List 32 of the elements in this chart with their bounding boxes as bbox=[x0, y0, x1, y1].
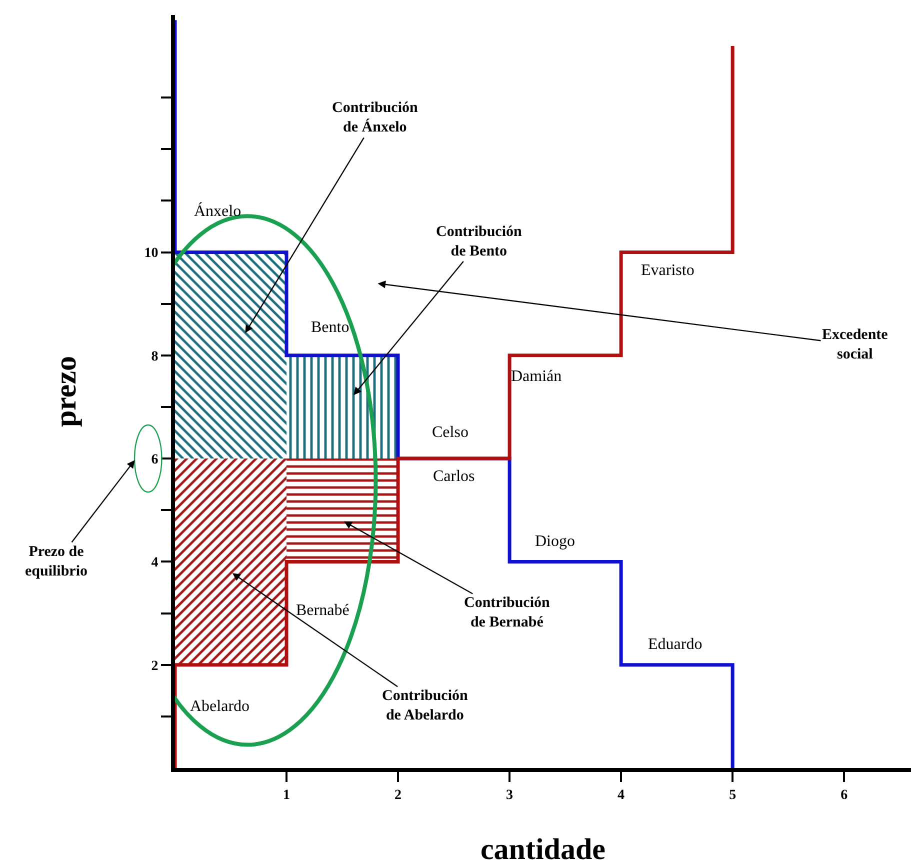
x-tick-label: 3 bbox=[506, 788, 514, 803]
annotation: Evaristo bbox=[641, 262, 694, 279]
annotation: Carlos bbox=[433, 468, 475, 485]
bar bbox=[286, 355, 398, 459]
y-tick-label: 2 bbox=[151, 658, 158, 674]
x-tick-label: 4 bbox=[618, 788, 625, 803]
annotation: Contribución de Ánxelo bbox=[332, 100, 419, 136]
y-axis-title: prezo bbox=[50, 356, 83, 428]
annotation: Abelardo bbox=[190, 698, 250, 715]
annotation: Contribución de Bento bbox=[436, 224, 523, 260]
annotation: Bento bbox=[311, 319, 350, 336]
annotation: Contribución de Abelardo bbox=[382, 688, 469, 724]
y-tick-label: 4 bbox=[151, 556, 158, 571]
y-tick-label: 10 bbox=[144, 246, 158, 262]
annotation: Ánxelo bbox=[194, 202, 242, 220]
x-tick-label: 1 bbox=[283, 788, 290, 803]
y-tick-label: 8 bbox=[151, 349, 158, 364]
annotation: Bernabé bbox=[296, 602, 350, 619]
x-tick-label: 6 bbox=[840, 788, 848, 803]
annotation: Diogo bbox=[535, 533, 575, 550]
x-axis-title: cantidade bbox=[480, 833, 606, 866]
bar bbox=[175, 252, 287, 459]
bar bbox=[175, 458, 287, 665]
annotation: Contribución de Bernabé bbox=[464, 595, 551, 630]
annotation: Celso bbox=[432, 424, 468, 441]
text: Prezo de equilibrio bbox=[25, 544, 88, 580]
annotation: Eduardo bbox=[648, 636, 702, 653]
y-tick-label: 6 bbox=[151, 452, 158, 468]
x-tick-label: 5 bbox=[729, 788, 736, 803]
annotation: Damián bbox=[511, 368, 562, 385]
x-tick-label: 2 bbox=[394, 788, 402, 803]
annotation: Excedente social bbox=[822, 327, 888, 362]
